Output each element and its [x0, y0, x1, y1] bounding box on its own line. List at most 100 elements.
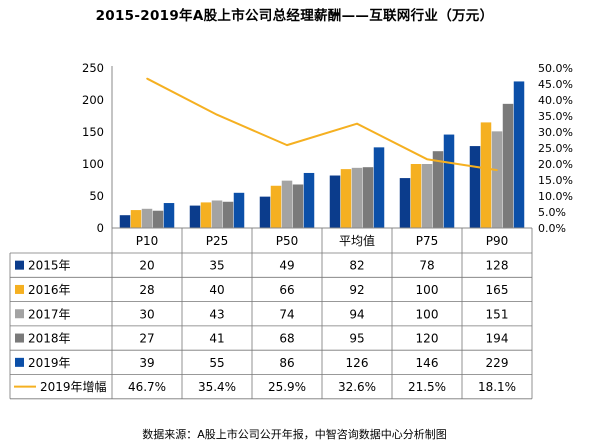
- legend-swatch: [15, 357, 24, 367]
- legend-label: 2019年增幅: [40, 379, 107, 394]
- table-value: 68: [279, 332, 294, 346]
- left-axis-tick-label: 200: [82, 93, 104, 107]
- category-label: 平均值: [339, 233, 375, 248]
- table-value: 55: [209, 356, 224, 370]
- left-axis-tick-label: 0: [97, 221, 104, 235]
- growth-point: [496, 169, 498, 171]
- table-value: 94: [349, 307, 364, 321]
- table-value: 32.6%: [338, 380, 376, 394]
- bar: [141, 208, 153, 228]
- table-value: 41: [209, 332, 224, 346]
- bar: [410, 164, 422, 228]
- table-value: 194: [486, 332, 509, 346]
- right-axis-tick-label: 0.0%: [538, 222, 566, 235]
- table-value: 27: [139, 332, 154, 346]
- bar: [480, 122, 492, 228]
- table-value: 49: [279, 259, 294, 273]
- growth-point: [216, 113, 218, 116]
- right-axis-tick-label: 50.0%: [538, 62, 573, 75]
- table-value: 40: [209, 283, 224, 297]
- bar: [152, 210, 164, 228]
- table-value: 151: [486, 307, 509, 321]
- growth-point: [356, 122, 358, 125]
- bar: [200, 202, 212, 228]
- bar: [270, 185, 282, 228]
- table-value: 229: [486, 356, 509, 370]
- table-value: 86: [279, 356, 294, 370]
- bar: [421, 164, 433, 228]
- source-note: 数据来源：A股上市公司公开年报，中智咨询数据中心分析制图: [142, 428, 447, 441]
- bar: [259, 196, 271, 228]
- bar: [443, 134, 455, 228]
- right-axis-tick-label: 30.0%: [538, 126, 573, 139]
- bar: [340, 169, 352, 228]
- chart-title: 2015-2019年A股上市公司总经理薪酬——互联网行业（万元）: [95, 8, 494, 24]
- bar: [189, 205, 201, 228]
- bar: [502, 103, 514, 228]
- bar: [469, 146, 481, 228]
- bar: [292, 184, 304, 228]
- table-value: 43: [209, 307, 224, 321]
- category-label: P10: [136, 234, 159, 248]
- table-value: 128: [486, 259, 509, 273]
- legend-label: 2018年: [28, 332, 71, 346]
- bar: [281, 180, 293, 228]
- category-label: P25: [206, 234, 229, 248]
- table-value: 21.5%: [408, 380, 446, 394]
- legend-label: 2016年: [28, 283, 71, 297]
- legend-label: 2019年: [28, 356, 71, 370]
- table-value: 28: [139, 283, 154, 297]
- bar: [491, 131, 503, 228]
- category-label: P75: [416, 234, 439, 248]
- growth-line: [146, 77, 498, 172]
- legend-label: 2015年: [28, 259, 71, 273]
- legend-swatch: [15, 260, 24, 270]
- table-value: 25.9%: [268, 380, 306, 394]
- bar: [233, 192, 245, 228]
- category-label: P50: [276, 234, 299, 248]
- right-axis-tick-label: 35.0%: [538, 110, 573, 123]
- right-axis-tick-label: 40.0%: [538, 94, 573, 107]
- table-value: 46.7%: [128, 380, 166, 394]
- table-value: 92: [349, 283, 364, 297]
- legend-swatch: [15, 333, 24, 343]
- bar: [362, 167, 374, 228]
- bar: [119, 215, 131, 228]
- bar: [303, 172, 315, 228]
- bar: [373, 147, 385, 228]
- bar: [211, 200, 223, 228]
- category-label: P90: [486, 234, 509, 248]
- table-value: 30: [139, 307, 154, 321]
- bar: [163, 203, 175, 228]
- right-axis-tick-label: 10.0%: [538, 190, 573, 203]
- left-axis-tick-label: 50: [89, 189, 104, 203]
- right-axis-tick-label: 5.0%: [538, 206, 566, 219]
- table-value: 120: [416, 332, 439, 346]
- table-value: 82: [349, 259, 364, 273]
- bar: [329, 175, 341, 228]
- table-value: 39: [139, 356, 154, 370]
- legend-swatch: [15, 309, 24, 319]
- bar: [130, 210, 142, 228]
- left-axis-tick-label: 150: [82, 125, 104, 139]
- bar: [513, 81, 525, 228]
- left-axis-tick-label: 250: [82, 61, 104, 75]
- bar: [399, 178, 411, 228]
- table-value: 100: [416, 307, 439, 321]
- table-value: 146: [416, 356, 439, 370]
- bar: [222, 201, 234, 228]
- growth-point: [286, 144, 288, 146]
- right-axis-tick-label: 45.0%: [538, 78, 573, 91]
- table-value: 20: [139, 259, 154, 273]
- bar: [351, 167, 363, 228]
- right-axis-tick-label: 25.0%: [538, 142, 573, 155]
- table-value: 95: [349, 332, 364, 346]
- table-value: 78: [419, 259, 434, 273]
- right-axis-tick-label: 20.0%: [538, 158, 573, 171]
- growth-point: [146, 77, 148, 80]
- table-value: 165: [486, 283, 509, 297]
- legend-label: 2017年: [28, 307, 71, 321]
- table-value: 100: [416, 283, 439, 297]
- table-value: 66: [279, 283, 294, 297]
